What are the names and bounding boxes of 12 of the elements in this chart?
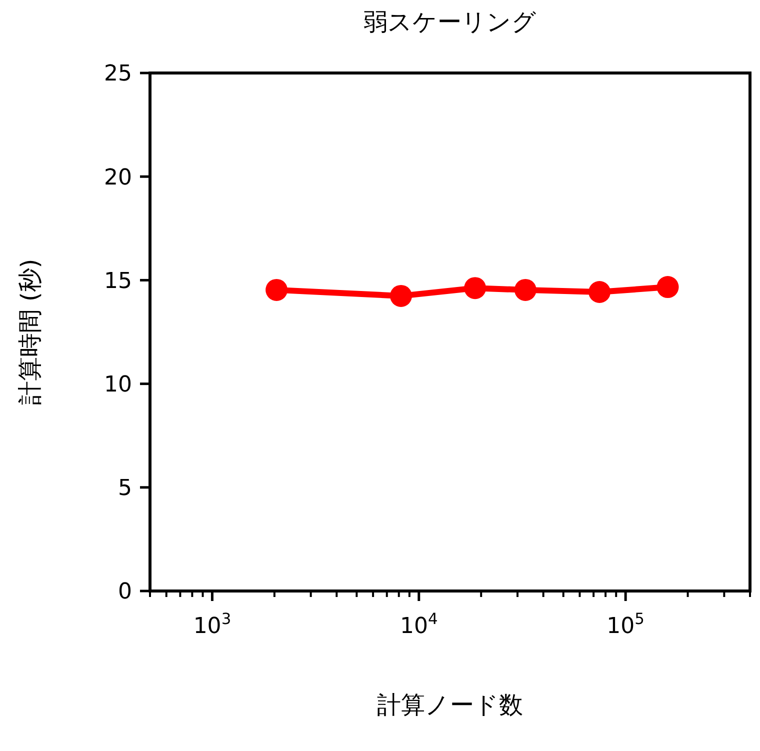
y-tick-label: 10 bbox=[104, 372, 132, 398]
chart-title: 弱スケーリング bbox=[364, 8, 536, 36]
y-tick-label: 15 bbox=[104, 268, 132, 294]
x-axis-title: 計算ノード数 bbox=[377, 691, 523, 719]
y-tick-label: 0 bbox=[118, 580, 132, 605]
x-tick-label: 10$^{4}$ bbox=[400, 610, 438, 639]
x-tick-label: 10$^{5}$ bbox=[606, 610, 644, 639]
y-tick-label: 25 bbox=[104, 62, 132, 87]
y-tick-label: 5 bbox=[118, 476, 132, 502]
y-tick-label: 20 bbox=[104, 165, 132, 190]
x-tick-label: 10$^{3}$ bbox=[193, 610, 232, 639]
y-axis-title: 計算時間 (秒) bbox=[16, 258, 44, 406]
